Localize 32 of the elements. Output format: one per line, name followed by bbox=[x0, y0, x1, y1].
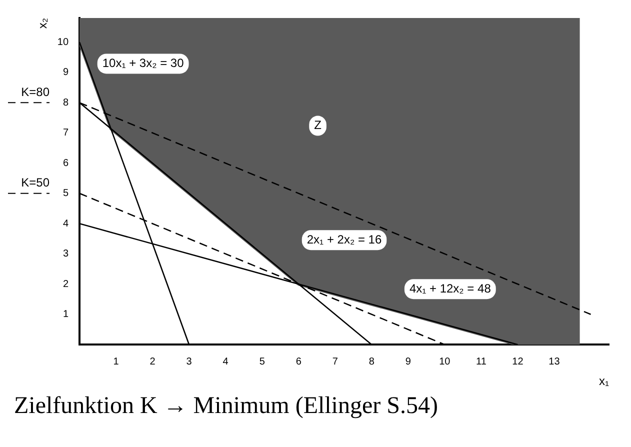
y-tick-label: 2 bbox=[62, 278, 69, 290]
x-tick-label: 8 bbox=[368, 356, 375, 368]
text: Zielfunktion K → Minimum (Ellinger S.54) bbox=[13, 393, 439, 420]
x-tick-label: 10 bbox=[439, 356, 451, 368]
x-axis-title: x₁ bbox=[598, 374, 609, 388]
x-tick-label: 7 bbox=[332, 356, 338, 368]
y-tick-label: 4 bbox=[62, 218, 69, 230]
y-axis-title: x₂ bbox=[36, 18, 50, 29]
y-tick-label: 7 bbox=[62, 128, 69, 139]
annotation: 2x₁ + 2x₂ = 16 bbox=[306, 232, 382, 246]
x-tick-label: 4 bbox=[222, 356, 229, 368]
x-tick-label: 11 bbox=[476, 356, 487, 368]
x-tick-label: 2 bbox=[150, 356, 156, 368]
x-tick-label: 1 bbox=[113, 356, 120, 368]
y-tick-label: 10 bbox=[57, 36, 69, 48]
y-tick-label: 8 bbox=[62, 97, 69, 108]
y-tick-label: 6 bbox=[62, 158, 69, 169]
x-tick-label: 9 bbox=[405, 356, 412, 368]
annotation: 10x₁ + 3x₂ = 30 bbox=[102, 56, 184, 70]
y-tick-label: 5 bbox=[62, 188, 69, 200]
text: K=50 bbox=[21, 176, 50, 190]
x-tick-label: 12 bbox=[512, 356, 524, 368]
annotation: Z bbox=[314, 118, 322, 132]
y-tick-label: 3 bbox=[62, 248, 69, 260]
x-tick-label: 3 bbox=[186, 356, 192, 368]
annotation: 4x₁ + 12x₂ = 48 bbox=[409, 281, 492, 296]
x-tick-label: 6 bbox=[296, 356, 302, 368]
y-tick-label: 1 bbox=[62, 309, 69, 320]
x-tick-label: 5 bbox=[259, 356, 266, 368]
y-tick-label: 9 bbox=[62, 67, 69, 78]
text: K=80 bbox=[21, 84, 50, 99]
x-tick-label: 13 bbox=[548, 356, 560, 368]
